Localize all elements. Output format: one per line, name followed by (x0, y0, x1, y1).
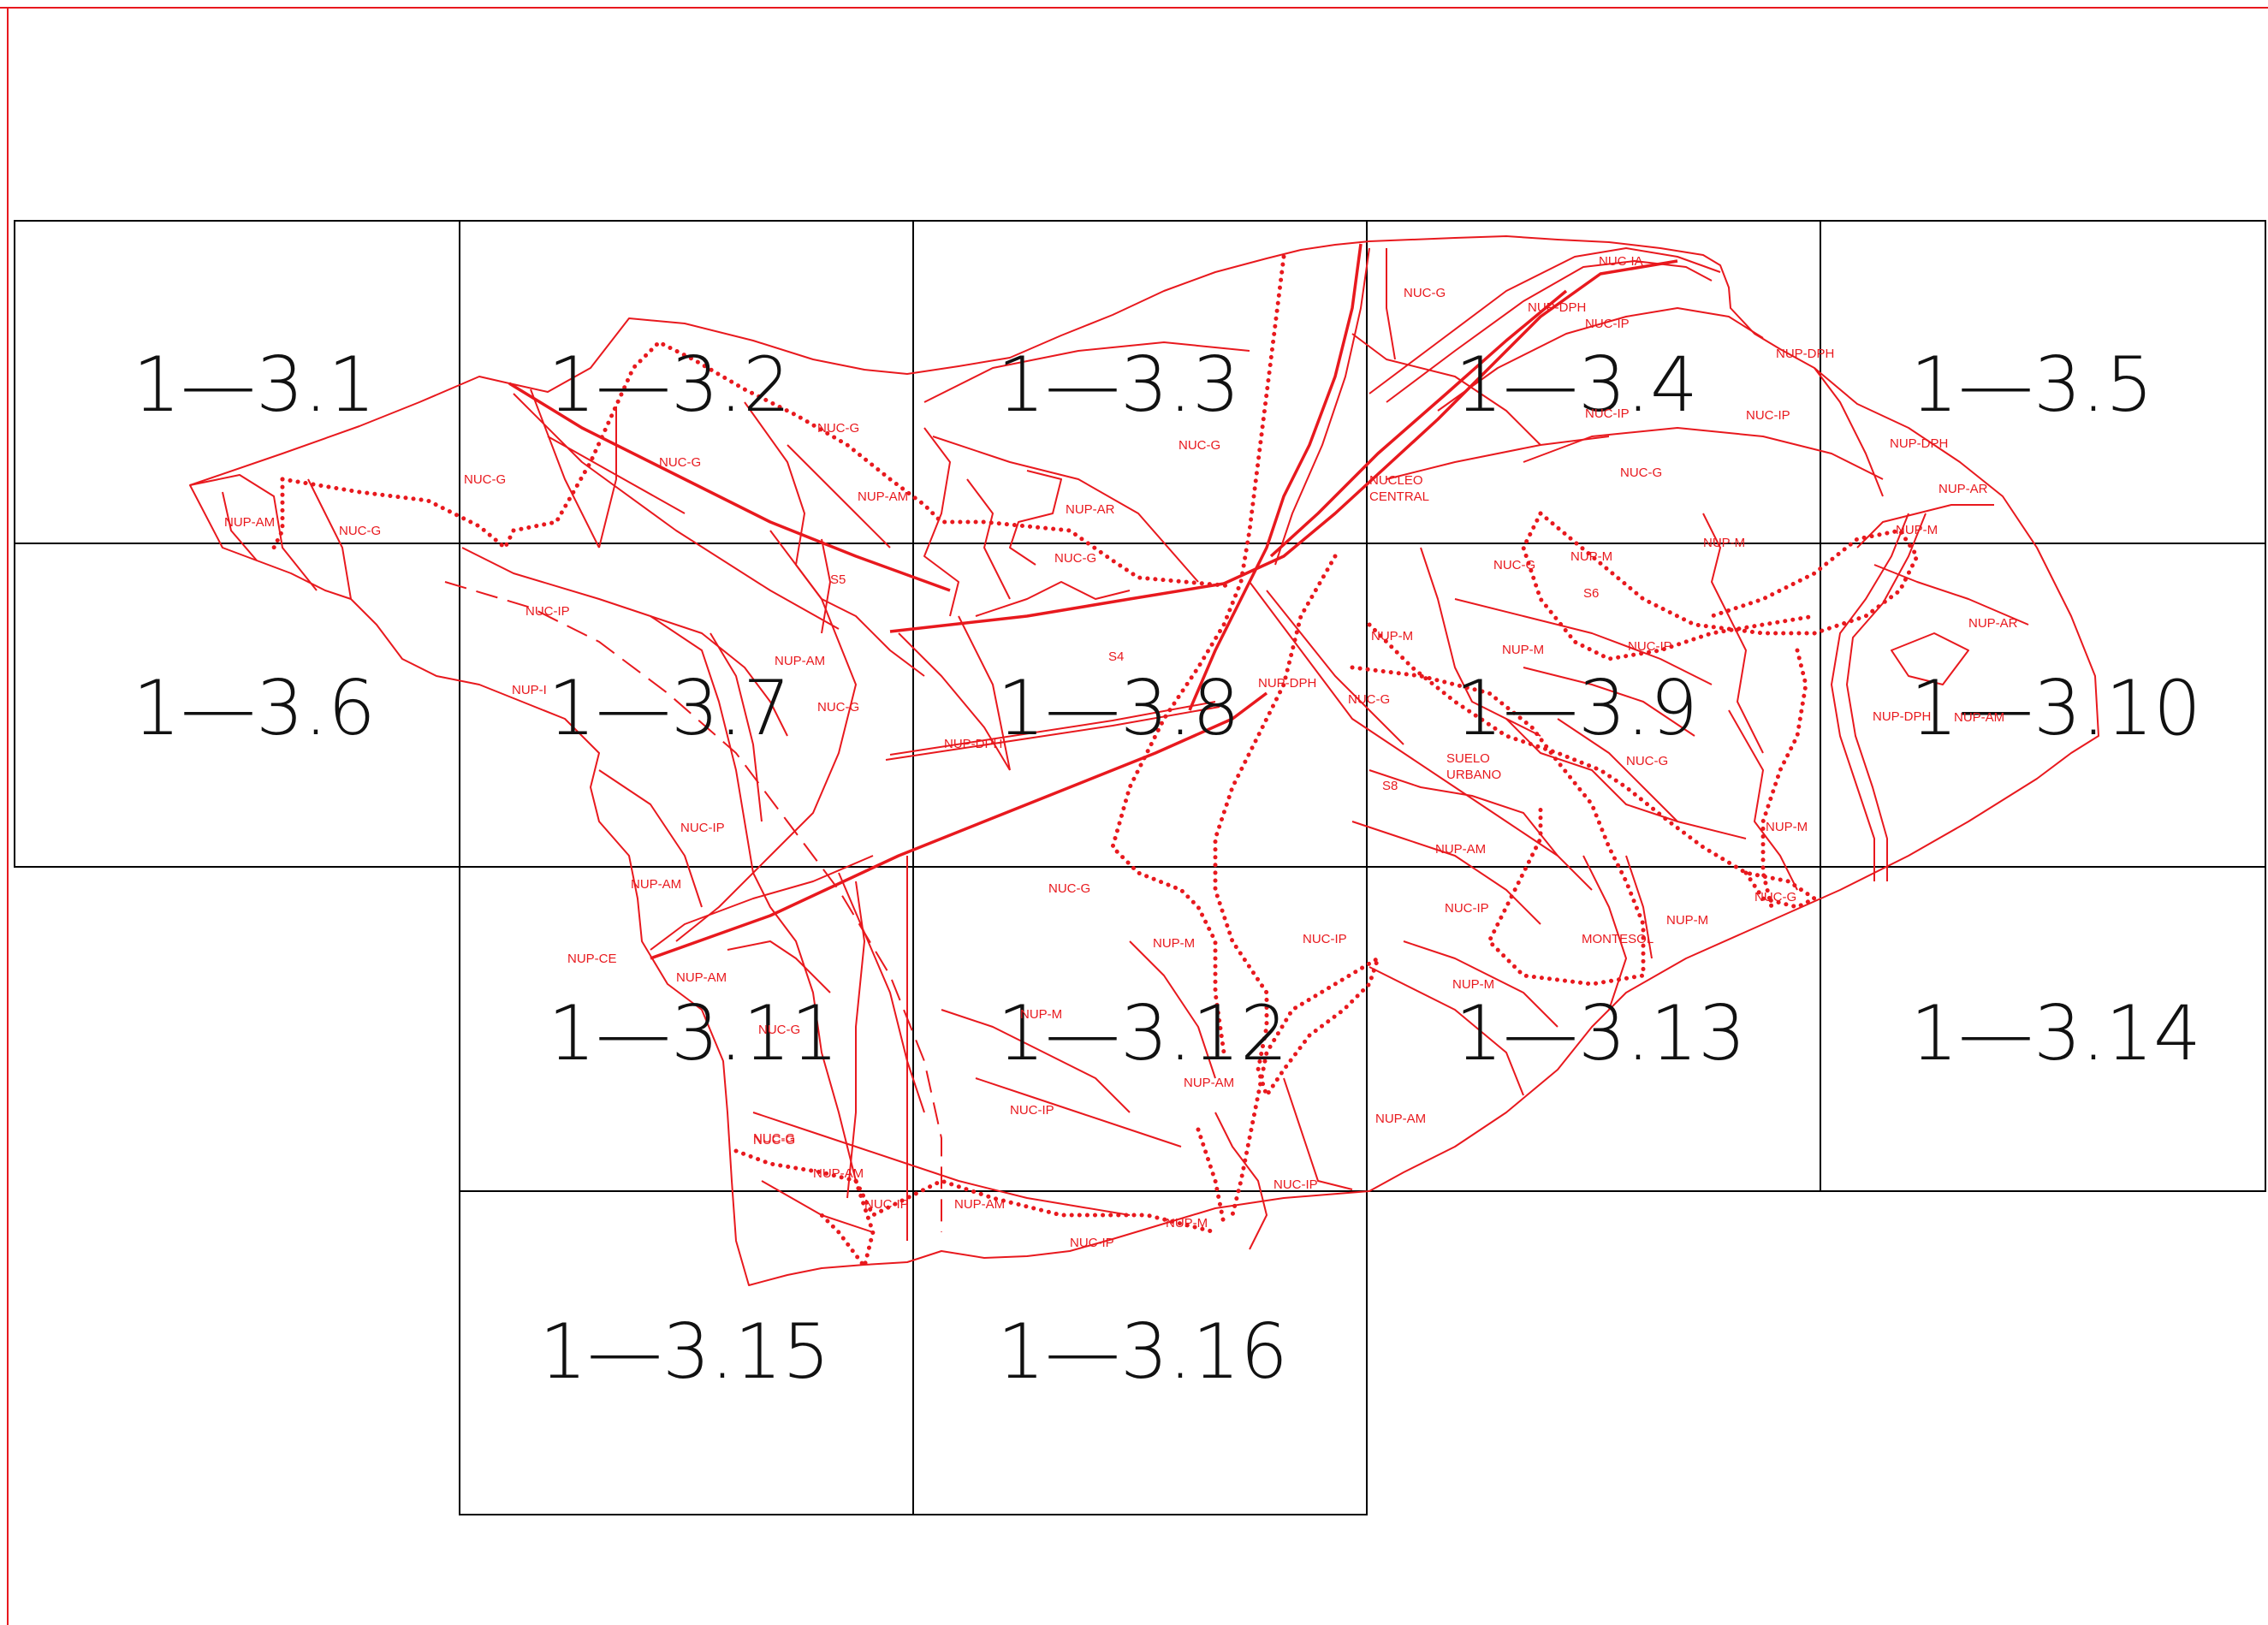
zone-label: NUP-AM (1375, 1112, 1426, 1126)
zone-label: NUC-IP (1746, 408, 1790, 423)
sheet-label: 1—3.12 (997, 989, 1288, 1077)
zone-label: NUP-DPH (1890, 436, 1948, 451)
zone-label: NUP-DPH (944, 737, 1002, 751)
zone-label: NUP-M (1896, 523, 1938, 537)
sheet-label: 1—3.5 (1910, 341, 2153, 429)
zone-label: NUC-G (753, 1131, 795, 1146)
zone-label: NUC-IP (864, 1197, 909, 1212)
sheet-label: 1—3.6 (133, 664, 376, 752)
zone-label: NUP-AR (1938, 482, 1988, 496)
zone-label: NUC-IP (1628, 639, 1672, 654)
zone-label: NUC-IP (1010, 1103, 1054, 1118)
zone-label: NUP-AM (631, 877, 681, 892)
sheet-cell-1-3-14[interactable] (1820, 866, 2266, 1192)
zone-label: NUC-IP (1274, 1177, 1318, 1192)
zone-label: NUP-CE (567, 952, 617, 966)
zone-label: NUP-M (1570, 549, 1612, 564)
zone-label: NUP-AR (1968, 616, 2018, 631)
zone-label: NUP-AM (224, 515, 275, 530)
sheet-label: 1—3.11 (548, 989, 839, 1077)
zone-label: NUP-DPH (1776, 347, 1834, 361)
zone-label: URBANO (1446, 768, 1501, 782)
zone-label: NUC-G (1620, 466, 1662, 480)
zone-label: NUP-AM (1954, 710, 2004, 725)
zone-label: NUC-G (1179, 438, 1220, 453)
zone-label: NUC-G (1626, 754, 1668, 768)
municipal-boundary (189, 235, 2099, 1286)
zone-label: NUP-AM (1184, 1076, 1234, 1090)
zone-label: NUP-M (1020, 1007, 1062, 1022)
zone-label: NUC-G (339, 524, 381, 538)
zone-label: NUP-AM (1435, 842, 1486, 857)
zone-label: NUP-M (1703, 536, 1745, 550)
zone-label: NUC-G (1404, 286, 1446, 300)
drawing-frame (0, 7, 2268, 1625)
zone-label: NUC-IP (525, 604, 570, 619)
zone-label: NUC-G (817, 700, 859, 715)
zone-label: S4 (1108, 649, 1124, 664)
zone-label: NUP-AM (775, 654, 825, 668)
zone-label: NUC-G (659, 455, 701, 470)
zone-label: NUCLEO (1369, 473, 1423, 488)
sheet-labels: 1—3.1 1—3.2 1—3.3 1—3.4 1—3.5 1—3.6 1—3.… (133, 341, 2201, 1396)
sheet-grid (14, 220, 2266, 1515)
zone-label: NUP-DPH (1258, 676, 1316, 691)
sheet-label: 1—3.1 (133, 341, 376, 429)
sheet-label: 1—3.8 (997, 664, 1240, 752)
zone-label: NUP-M (1502, 643, 1544, 657)
sheet-label: 1—3.4 (1455, 341, 1698, 429)
zone-label: S6 (1583, 586, 1599, 601)
zone-label: NUC-IP (680, 821, 725, 835)
zone-label: NUP-M (1766, 820, 1808, 834)
dotted-boundaries (271, 254, 1920, 1272)
zone-label: NUC-IP (1585, 317, 1630, 331)
sheet-label: 1—3.15 (539, 1308, 830, 1396)
zone-label: NUC-IA (1599, 254, 1643, 269)
zone-label: S8 (1382, 779, 1398, 793)
zone-label: NUC-G (817, 421, 859, 436)
zone-label: NUC-G (758, 1023, 800, 1037)
sheet-label: 1—3.2 (548, 341, 791, 429)
zone-label: NUP-AM (858, 489, 908, 504)
zone-label: NUC-G (1054, 551, 1096, 566)
planning-linework (189, 235, 2099, 1286)
zone-label: NUC-IP (1303, 932, 1347, 946)
sheet-label: 1—3.9 (1455, 664, 1698, 752)
sheet-label: 1—3.7 (548, 664, 791, 752)
zone-labels: NUP-AM NUC-G NUC-G NUC-G NUC-G NUP-AM NU… (224, 254, 2018, 1250)
sheet-label: 1—3.16 (997, 1308, 1288, 1396)
zone-label: NUC-G (1048, 881, 1090, 896)
zone-label: NUC-IP (1445, 901, 1489, 916)
zone-label: NUC-IP (1585, 406, 1630, 421)
zone-label: NUP-M (1371, 629, 1413, 643)
zone-label: NUC-G (753, 1133, 795, 1148)
sheet-label: 1—3.3 (997, 341, 1240, 429)
zone-label: NUC-G (1493, 558, 1535, 572)
zone-label: NUP-AM (813, 1166, 864, 1181)
zone-label: NUP-AM (954, 1197, 1005, 1212)
sheet-label: 1—3.13 (1455, 989, 1746, 1077)
zone-label: MONTESOL (1582, 932, 1654, 946)
sheet-label: 1—3.14 (1910, 989, 2201, 1077)
zone-label: SUELO (1446, 751, 1490, 766)
zone-label: NUP-DPH (1528, 300, 1586, 315)
zone-label: NUC-IP (1070, 1236, 1114, 1250)
zone-label: NUP-AM (676, 970, 727, 985)
zone-label: CENTRAL (1369, 489, 1429, 504)
zone-label: NUP-I (512, 683, 547, 697)
zone-label: NUP-DPH (1873, 709, 1931, 724)
zone-label: NUP-M (1452, 977, 1494, 992)
zone-label: NUP-M (1166, 1216, 1208, 1231)
sheet-cell-1-3-16[interactable] (912, 1190, 1368, 1515)
zone-label: NUC-G (464, 472, 506, 487)
railway-line (444, 581, 942, 1232)
zone-label: NUP-M (1153, 936, 1195, 951)
zone-label: NUC-G (1348, 692, 1390, 707)
zone-label: NUC-G (1754, 890, 1796, 904)
zone-label: S5 (830, 572, 846, 587)
zone-label: NUP-M (1666, 913, 1708, 928)
zone-label: NUP-AR (1066, 502, 1115, 517)
sheet-label: 1—3.10 (1910, 664, 2201, 752)
